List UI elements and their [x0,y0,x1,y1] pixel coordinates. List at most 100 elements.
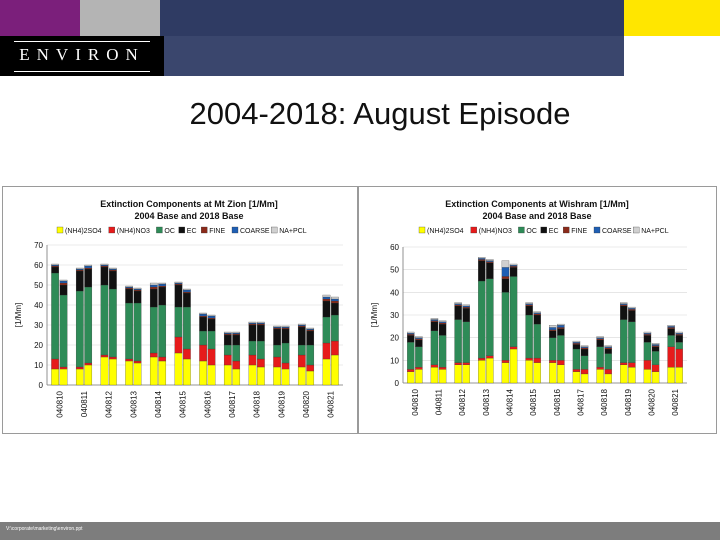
bar-segment [158,283,167,287]
bar-segment [462,304,470,307]
bar-segment [572,369,581,372]
header-gray-block [80,0,160,36]
legend-label: (NH4)NO3 [479,228,512,235]
bar-segment [133,287,142,290]
x-tick-label: 040811 [80,390,89,417]
x-tick-label: 040814 [506,388,515,415]
bar-segment [643,334,652,336]
bar-segment [486,278,494,356]
legend-label: FINE [209,228,225,235]
bar-segment [183,292,191,308]
bar-segment [525,305,533,316]
bar-segment [84,362,93,366]
bar-segment [281,325,290,328]
bar-segment [549,327,557,330]
bar-segment [549,337,557,361]
bar-segment [158,356,167,362]
bar-segment [273,328,281,346]
bar-segment [430,321,439,331]
bar-segment [643,360,652,370]
bar-segment [596,369,604,384]
bar-segment [158,285,167,288]
bar-segment [415,336,423,338]
bar-segment [651,345,660,347]
bar-segment [59,279,68,282]
x-tick-label: 040814 [154,390,163,417]
footer-bar [0,522,720,540]
bar-segment [580,348,589,356]
x-tick-label: 040818 [600,388,609,415]
bar-segment [306,330,315,346]
bar-segment [572,371,581,384]
bar-segment [248,324,257,342]
bar-segment [100,266,109,286]
bar-segment [628,310,636,322]
bar-segment [438,320,447,322]
bar-segment [51,264,59,267]
y-axis-label: [1/Mm] [14,303,23,327]
bar-segment [223,331,232,334]
bar-segment [675,331,683,334]
bar-segment [322,358,331,386]
bar-segment [620,362,628,365]
bar-segment [158,360,167,386]
bar-segment [158,282,167,285]
bar-segment [430,319,439,321]
legend-label: FINE [571,228,587,235]
bar-segment [438,367,447,370]
y-tick-label: 60 [390,243,399,252]
bar-segment [207,364,216,386]
y-tick-label: 40 [34,301,43,310]
legend-swatch [418,226,426,234]
bar-segment [651,351,660,365]
bar-segment [462,305,470,308]
legend-swatch [108,226,115,234]
bar-segment [232,334,241,346]
bar-segment [533,357,541,363]
y-tick-label: 30 [390,311,399,320]
legend-swatch [563,226,570,234]
bar-segment [572,348,581,370]
bar-segment [273,327,281,330]
bar-segment [596,339,604,347]
bar-segment [596,337,604,339]
bar-segment [331,298,339,302]
bar-segment [415,337,423,339]
bar-segment [533,312,541,314]
bar-segment [100,354,109,358]
bar-segment [415,339,423,347]
bar-segment [438,323,447,336]
bar-segment [533,314,541,325]
bar-segment [125,287,133,290]
bar-segment [620,304,628,307]
bar-segment [580,347,589,350]
bar-segment [75,269,84,272]
bar-segment [604,373,612,384]
bar-segment [100,356,109,386]
bar-segment [675,333,683,335]
bar-segment [580,345,589,347]
bar-segment [478,360,486,384]
bar-segment [306,329,315,332]
bar-segment [133,360,142,364]
x-tick-label: 040810 [411,388,420,415]
bar-segment [199,344,207,362]
y-tick-label: 50 [34,281,43,290]
bar-segment [199,316,207,332]
bar-segment [478,258,486,260]
x-tick-label: 040817 [228,390,237,417]
bar-segment [620,305,628,320]
bar-segment [297,325,306,328]
x-tick-label: 040812 [458,388,467,415]
bar-segment [604,345,612,347]
bar-segment [415,338,423,341]
bar-segment [501,260,510,268]
chart-panel-mt-zion: Extinction Components at Mt Zion [1/Mm] 2… [2,186,358,434]
bar-segment [232,368,241,386]
bar-segment [628,321,636,363]
bar-segment [232,360,241,370]
bar-segment [675,335,683,343]
bar-segment [407,334,415,336]
bar-segment [133,302,142,362]
bar-segment [75,290,84,368]
